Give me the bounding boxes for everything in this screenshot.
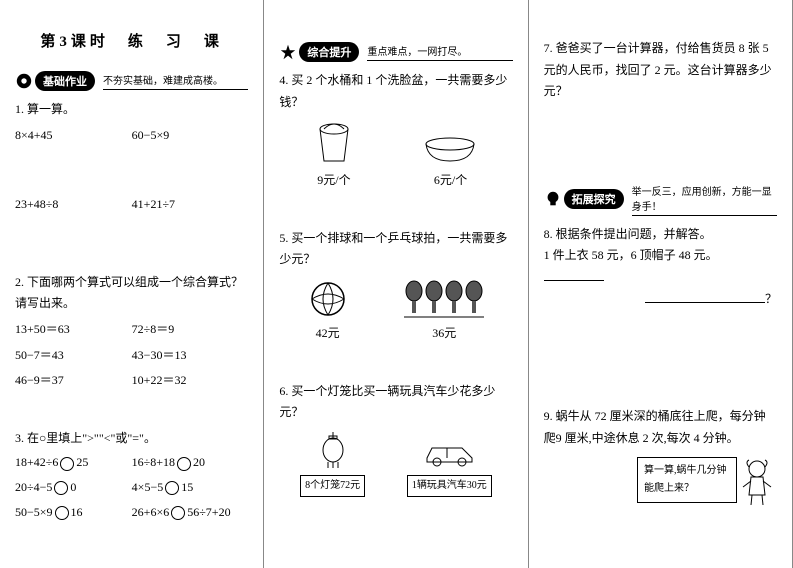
column-left: 第3课时 练 习 课 基础作业 不夯实基础，难建成高楼。 1. 算一算。 8×4… xyxy=(0,0,264,568)
q2-title: 2. 下面哪两个算式可以组成一个综合算式？请写出来。 xyxy=(15,272,248,315)
blank-circle xyxy=(55,506,69,520)
q9: 9. 蜗牛从 72 厘米深的桶底往上爬，每分钟爬9 厘米,中途休息 2 次,每次… xyxy=(544,406,777,507)
comp-badge: 综合提升 xyxy=(299,42,359,62)
column-right: 7. 爸爸买了一台计算器，付给售货员 8 张 5 元的人民币，找回了 2 元。这… xyxy=(529,0,793,568)
comp-subtitle: 重点难点，一网打尽。 xyxy=(367,43,512,61)
q2-expr: 46−9＝37 xyxy=(15,370,132,392)
paddles-item: 36元 xyxy=(404,279,484,345)
lesson-title: 第3课时 练 习 课 xyxy=(15,30,248,51)
q4-title: 4. 买 2 个水桶和 1 个洗脸盆，一共需要多少钱？ xyxy=(279,70,512,113)
bucket-item: 9元/个 xyxy=(314,121,354,192)
q2-expr: 43−30＝13 xyxy=(132,345,249,367)
ball-item: 42元 xyxy=(308,279,348,345)
bucket-price: 9元/个 xyxy=(314,170,354,192)
car-price: 1辆玩具汽车30元 xyxy=(407,475,492,497)
blank-line xyxy=(645,291,765,303)
ball-price: 42元 xyxy=(308,323,348,345)
q1: 1. 算一算。 8×4+45 60−5×9 23+48÷8 41+21÷7 xyxy=(15,99,248,216)
section-ext: 拓展探究 举一反三，应用创新，方能一显身手！ xyxy=(544,183,777,216)
q1-expr: 41+21÷7 xyxy=(132,194,249,216)
basic-subtitle: 不夯实基础，难建成高楼。 xyxy=(103,72,248,90)
q3: 3. 在○里填上">""<"或"="。 18+42÷625 16÷8+1820 … xyxy=(15,428,248,523)
girl-icon xyxy=(737,457,777,507)
q5: 5. 买一个排球和一个乒乓球拍，一共需要多少元？ 42元 36元 xyxy=(279,228,512,345)
blank-line xyxy=(544,269,604,281)
volleyball-icon xyxy=(308,279,348,319)
basic-badge: 基础作业 xyxy=(35,71,95,91)
q2-expr: 10+22＝32 xyxy=(132,370,249,392)
q6: 6. 买一个灯笼比买一辆玩具汽车少花多少元？ 8个灯笼72元 1辆玩具汽车30元 xyxy=(279,381,512,497)
car-item: 1辆玩具汽车30元 xyxy=(407,440,492,497)
q3-expr: 20÷4−50 xyxy=(15,477,132,499)
q8: 8. 根据条件提出问题，并解答。 1 件上衣 58 元，6 顶帽子 48 元。 … xyxy=(544,224,777,310)
q2-expr: 72÷8＝9 xyxy=(132,319,249,341)
q2: 2. 下面哪两个算式可以组成一个综合算式？请写出来。 13+50＝6372÷8＝… xyxy=(15,272,248,392)
q9-title: 9. 蜗牛从 72 厘米深的桶底往上爬，每分钟爬9 厘米,中途休息 2 次,每次… xyxy=(544,406,777,449)
basin-item: 6元/个 xyxy=(423,136,478,192)
q8-line2: 1 件上衣 58 元，6 顶帽子 48 元。 xyxy=(544,245,777,288)
ext-badge: 拓展探究 xyxy=(564,189,624,209)
q3-title: 3. 在○里填上">""<"或"="。 xyxy=(15,428,248,450)
q6-title: 6. 买一个灯笼比买一辆玩具汽车少花多少元？ xyxy=(279,381,512,424)
q2-expr: 50−7＝43 xyxy=(15,345,132,367)
q3-expr: 50−5×916 xyxy=(15,502,132,524)
q7: 7. 爸爸买了一台计算器，付给售货员 8 张 5 元的人民币，找回了 2 元。这… xyxy=(544,38,777,103)
basin-icon xyxy=(423,136,478,166)
bucket-icon xyxy=(314,121,354,166)
q1-expr: 8×4+45 xyxy=(15,125,132,147)
column-middle: 综合提升 重点难点，一网打尽。 4. 买 2 个水桶和 1 个洗脸盆，一共需要多… xyxy=(264,0,528,568)
bulb-icon xyxy=(544,190,562,208)
q1-title: 1. 算一算。 xyxy=(15,99,248,121)
q7-title: 7. 爸爸买了一台计算器，付给售货员 8 张 5 元的人民币，找回了 2 元。这… xyxy=(544,38,777,103)
speech-bubble: 算一算,蜗牛几分钟能爬上来？ xyxy=(637,457,737,503)
q5-title: 5. 买一个排球和一个乒乓球拍，一共需要多少元？ xyxy=(279,228,512,271)
blank-circle xyxy=(60,457,74,471)
q4: 4. 买 2 个水桶和 1 个洗脸盆，一共需要多少钱？ 9元/个 6元/个 xyxy=(279,70,512,192)
gear-icon xyxy=(15,72,33,90)
q1-expr: 23+48÷8 xyxy=(15,194,132,216)
lantern-price: 8个灯笼72元 xyxy=(300,475,365,497)
q1-expr: 60−5×9 xyxy=(132,125,249,147)
star-icon xyxy=(279,43,297,61)
blank-circle xyxy=(54,481,68,495)
lantern-item: 8个灯笼72元 xyxy=(300,432,365,497)
q3-expr: 18+42÷625 xyxy=(15,452,132,474)
q2-expr: 13+50＝63 xyxy=(15,319,132,341)
section-comp: 综合提升 重点难点，一网打尽。 xyxy=(279,42,512,62)
paddles-icon xyxy=(404,279,484,319)
blank-circle xyxy=(165,481,179,495)
car-icon xyxy=(422,440,477,470)
q8-title: 8. 根据条件提出问题，并解答。 xyxy=(544,224,777,246)
q3-expr: 26+6×656÷7+20 xyxy=(132,502,249,524)
q3-expr: 16÷8+1820 xyxy=(132,452,249,474)
lantern-icon xyxy=(318,432,348,470)
q3-expr: 4×5−515 xyxy=(132,477,249,499)
blank-circle xyxy=(171,506,185,520)
q8-qmark: ？ xyxy=(765,292,777,306)
basin-price: 6元/个 xyxy=(423,170,478,192)
paddles-price: 36元 xyxy=(404,323,484,345)
section-basic: 基础作业 不夯实基础，难建成高楼。 xyxy=(15,71,248,91)
blank-circle xyxy=(177,457,191,471)
ext-subtitle: 举一反三，应用创新，方能一显身手！ xyxy=(632,183,777,216)
